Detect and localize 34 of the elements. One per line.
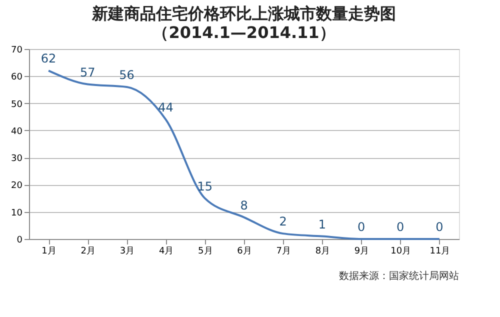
y-tick-label: 10 bbox=[11, 208, 23, 218]
x-tick-label: 7月 bbox=[276, 246, 291, 256]
y-tick-label: 30 bbox=[11, 154, 23, 164]
data-label: 15 bbox=[197, 179, 213, 194]
data-label: 0 bbox=[436, 220, 444, 234]
y-tick-label: 60 bbox=[11, 72, 23, 83]
x-tick-label: 6月 bbox=[237, 246, 252, 256]
data-label: 2 bbox=[279, 214, 287, 229]
line-series bbox=[48, 70, 440, 240]
y-tick-label: 20 bbox=[11, 181, 23, 192]
x-tick-label: 10月 bbox=[390, 246, 412, 256]
data-label: 56 bbox=[119, 68, 134, 82]
x-tick-label: 11月 bbox=[430, 246, 450, 256]
data-label: 1 bbox=[318, 217, 326, 232]
x-tick-label: 2月 bbox=[80, 246, 96, 256]
y-tick-label: 70 bbox=[11, 46, 23, 56]
data-label: 57 bbox=[80, 65, 96, 80]
data-label: 0 bbox=[396, 220, 404, 234]
source-note: 数据来源：国家统计局网站 bbox=[339, 270, 459, 282]
data-label: 0 bbox=[357, 220, 366, 234]
y-tick-label: 0 bbox=[16, 236, 23, 246]
data-label: 44 bbox=[158, 100, 174, 115]
x-tick-label: 8月 bbox=[315, 246, 330, 256]
x-tick-label: 9月 bbox=[354, 246, 370, 256]
data-label: 62 bbox=[40, 52, 56, 66]
y-tick-label: 40 bbox=[11, 126, 23, 137]
x-tick-label: 4月 bbox=[158, 246, 174, 256]
chart-subtitle: （2014.1—2014.11） bbox=[152, 23, 336, 42]
x-tick-label: 5月 bbox=[198, 246, 213, 256]
chart-title: 新建商品住宅价格环比上涨城市数量走势图 bbox=[91, 4, 396, 23]
x-tick-label: 1月 bbox=[42, 246, 56, 256]
y-tick-label: 50 bbox=[11, 100, 23, 110]
x-tick-label: 3月 bbox=[120, 246, 135, 256]
data-label: 8 bbox=[240, 198, 248, 212]
